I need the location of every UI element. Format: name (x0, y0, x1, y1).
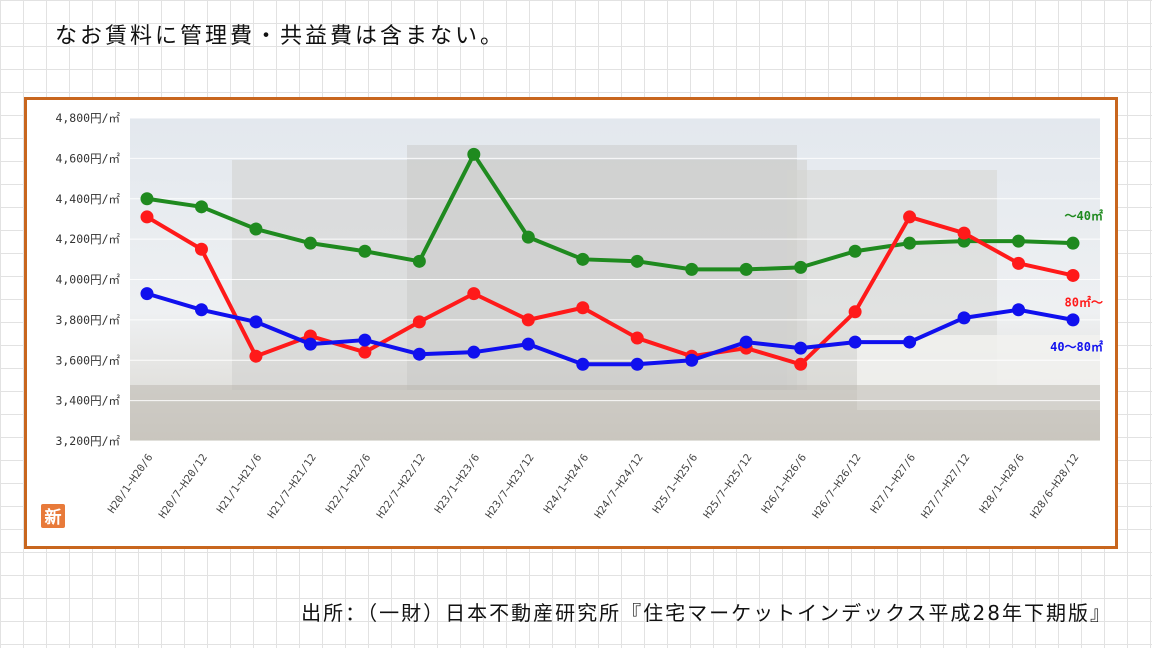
data-point (794, 341, 808, 355)
data-point (685, 262, 699, 276)
series-label: 40～80㎡ (1050, 339, 1103, 354)
data-point (194, 303, 208, 317)
x-tick-label: H28/1~H28/6 (977, 452, 1027, 516)
data-point (467, 147, 481, 161)
data-point (848, 305, 862, 319)
y-tick-label: 4,600円/㎡ (55, 151, 120, 165)
series-lines (140, 147, 1080, 371)
x-tick-label: H27/1~H27/6 (868, 452, 918, 516)
data-point (521, 313, 535, 327)
series-label: ～40㎡ (1065, 208, 1103, 223)
y-tick-label: 3,800円/㎡ (55, 313, 120, 327)
data-point (140, 192, 154, 206)
data-point (794, 357, 808, 371)
data-point (1012, 256, 1026, 270)
x-tick-label: H22/7~H22/12 (374, 452, 427, 521)
y-tick-label: 3,600円/㎡ (55, 353, 120, 367)
data-point (412, 254, 426, 268)
data-point (249, 222, 263, 236)
data-point (739, 335, 753, 349)
note-text: なお賃料に管理費・共益費は含まない。 (55, 24, 506, 49)
data-point (358, 244, 372, 258)
x-axis-ticks: H20/1~H20/6 H20/7~H20/12 H21/1~H21/6 H21/7~… (106, 452, 1082, 521)
x-tick-label: H27/7~H27/12 (919, 452, 972, 521)
y-axis-ticks: 3,200円/㎡ 3,400円/㎡ 3,600円/㎡ 3,800円/㎡ 4,000円/㎡… (55, 111, 120, 448)
x-tick-label: H23/7~H23/12 (483, 452, 536, 521)
y-tick-label: 4,400円/㎡ (55, 192, 120, 206)
data-point (957, 311, 971, 325)
x-tick-label: H26/7~H26/12 (810, 452, 863, 521)
data-point (1066, 236, 1080, 250)
y-tick-label: 3,200円/㎡ (55, 434, 120, 448)
data-point (249, 315, 263, 329)
x-tick-label: H25/1~H25/6 (650, 452, 700, 516)
data-point (358, 345, 372, 359)
series-labels: ～40㎡ 80㎡～ 40～80㎡ (1050, 208, 1103, 354)
data-point (576, 301, 590, 315)
x-tick-label: H26/1~H26/6 (759, 452, 809, 516)
x-tick-label: H25/7~H25/12 (701, 452, 754, 521)
x-tick-label: H28/6~H28/12 (1028, 452, 1081, 521)
x-tick-label: H24/7~H24/12 (592, 452, 645, 521)
data-point (903, 335, 917, 349)
source-text: 出所：（一財）日本不動産研究所『住宅マーケットインデックス平成28年下期版』 (301, 601, 1112, 625)
data-point (848, 244, 862, 258)
data-point (1012, 234, 1026, 248)
data-point (412, 315, 426, 329)
series-line (146, 152, 1074, 272)
data-point (903, 210, 917, 224)
data-point (358, 333, 372, 347)
data-point (140, 287, 154, 301)
x-tick-label: H21/7~H21/12 (266, 452, 319, 521)
x-tick-label: H21/1~H21/6 (215, 452, 265, 516)
data-point (576, 357, 590, 371)
x-tick-label: H24/1~H24/6 (542, 452, 592, 516)
data-point (521, 337, 535, 351)
data-point (194, 242, 208, 256)
series-label: 80㎡～ (1065, 294, 1103, 309)
data-point (903, 236, 917, 250)
series-line (146, 291, 1074, 367)
data-point (630, 254, 644, 268)
data-point (303, 337, 317, 351)
data-point (794, 260, 808, 274)
data-point (1066, 268, 1080, 282)
y-tick-label: 4,200円/㎡ (55, 232, 120, 246)
x-tick-label: H20/7~H20/12 (157, 452, 210, 521)
data-point (467, 345, 481, 359)
data-point (412, 347, 426, 361)
rent-line-chart: 3,200円/㎡ 3,400円/㎡ 3,600円/㎡ 3,800円/㎡ 4,000円/㎡… (41, 111, 1103, 528)
chart-frame: 3,200円/㎡ 3,400円/㎡ 3,600円/㎡ 3,800円/㎡ 4,000円/㎡… (24, 97, 1118, 549)
new-badge-text: 新 (45, 507, 62, 528)
data-point (576, 252, 590, 266)
data-point (467, 287, 481, 301)
y-tick-label: 4,000円/㎡ (55, 273, 120, 287)
data-point (685, 353, 699, 367)
data-point (739, 262, 753, 276)
data-point (630, 357, 644, 371)
data-point (1066, 313, 1080, 327)
data-point (303, 236, 317, 250)
data-point (630, 331, 644, 345)
data-point (848, 335, 862, 349)
data-point (249, 349, 263, 363)
x-tick-label: H20/1~H20/6 (106, 452, 156, 516)
y-tick-label: 4,800円/㎡ (55, 111, 120, 125)
data-point (194, 200, 208, 214)
data-point (521, 230, 535, 244)
new-badge: 新 (41, 504, 65, 528)
data-point (957, 226, 971, 240)
x-tick-label: H22/1~H22/6 (324, 452, 374, 516)
x-tick-label: H23/1~H23/6 (433, 452, 483, 516)
data-point (140, 210, 154, 224)
y-tick-label: 3,400円/㎡ (55, 394, 120, 408)
data-point (1012, 303, 1026, 317)
